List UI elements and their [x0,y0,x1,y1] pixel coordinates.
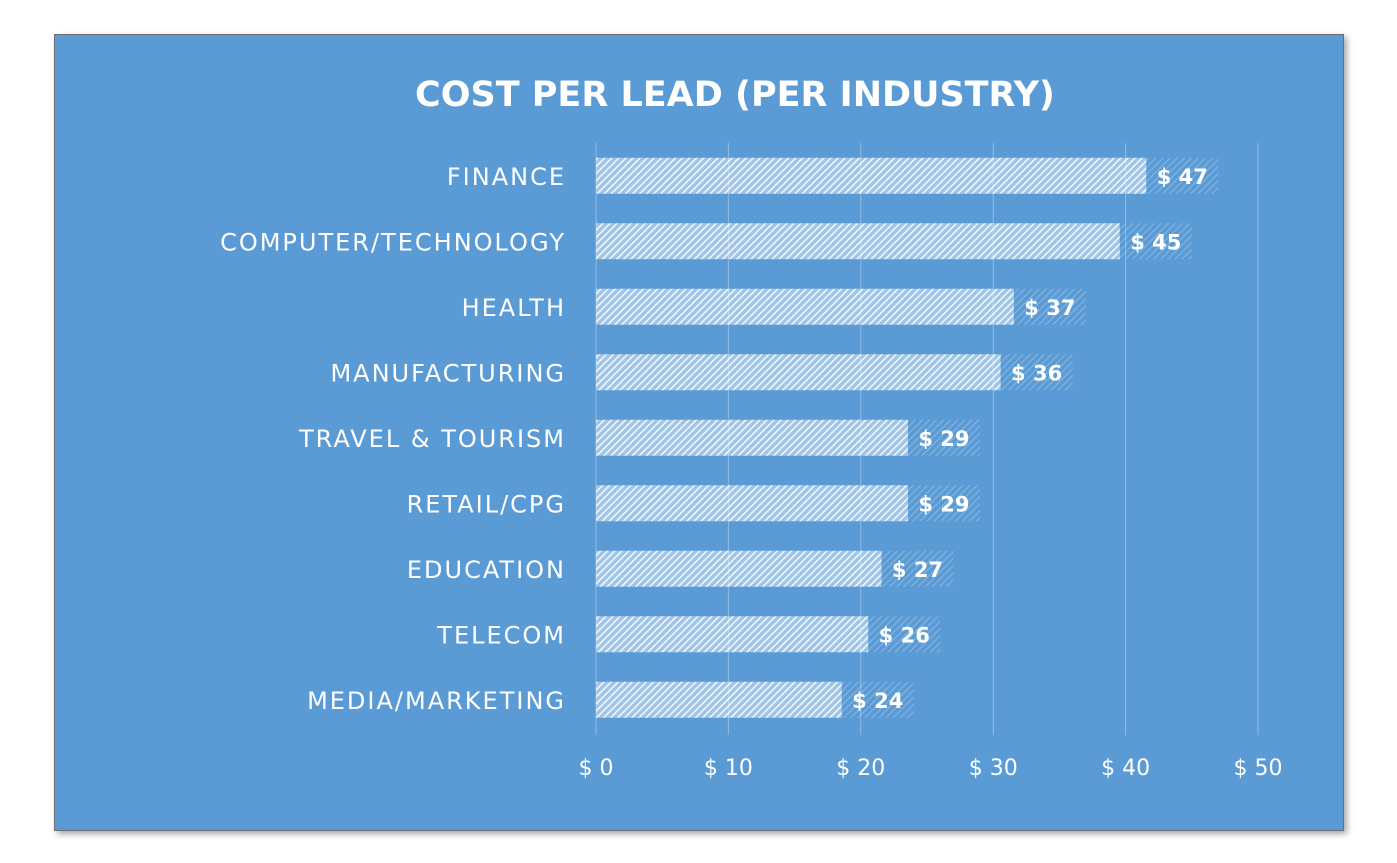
bar [596,485,908,522]
bar [596,288,1014,325]
bar [596,157,1147,194]
data-label: $ 47 [1157,165,1208,189]
data-label: $ 45 [1130,230,1181,254]
bars: $ 47 $ 45 $ 37 $ 36 $ 29 $ 29 $ 27 $ 26 $ 24 [596,157,1219,718]
data-label-box [1000,354,1073,391]
data-label: $ 29 [918,427,969,451]
bar [596,616,869,653]
data-label: $ 26 [879,623,930,647]
x-tick-label: $ 30 [969,756,1018,781]
x-tick-label: $ 50 [1234,756,1283,781]
data-label-box [881,550,954,587]
bar [596,419,908,456]
bar [596,681,842,718]
bar [596,223,1120,260]
category-label: MEDIA/MARKETING [307,687,566,715]
data-label-box [868,616,941,653]
category-labels: FINANCE COMPUTER/TECHNOLOGY HEALTH MANUFACT… [220,163,566,715]
data-label-box [1146,157,1219,194]
category-label: FINANCE [447,163,566,191]
category-label: TELECOM [436,621,566,649]
category-label: MANUFACTURING [330,359,566,387]
category-label: RETAIL/CPG [407,490,566,518]
data-label: $ 36 [1011,361,1062,385]
x-tick-label: $ 0 [579,756,614,781]
data-label: $ 24 [852,689,903,713]
data-label-box [1119,223,1192,260]
data-label: $ 37 [1024,296,1075,320]
bar-chart: COST PER LEAD (PER INDUSTRY) $ 47 $ 45 $ 3… [55,35,1343,830]
data-label-box [841,681,914,718]
category-label: COMPUTER/TECHNOLOGY [220,228,566,256]
x-axis-tick-labels: $ 0 $ 10 $ 20 $ 30 $ 40 $ 50 [579,756,1283,781]
category-label: EDUCATION [407,556,566,584]
category-label: TRAVEL & TOURISM [298,425,566,453]
bar [596,354,1001,391]
data-label-box [1013,288,1086,325]
x-tick-label: $ 10 [704,756,753,781]
bar [596,550,882,587]
data-label-box [907,485,980,522]
data-label: $ 29 [918,492,969,516]
chart-title: COST PER LEAD (PER INDUSTRY) [415,75,1055,115]
data-label: $ 27 [892,558,943,582]
x-tick-label: $ 20 [836,756,885,781]
category-label: HEALTH [462,294,566,322]
data-label-box [907,419,980,456]
chart-container: COST PER LEAD (PER INDUSTRY) $ 47 $ 45 $ 3… [54,34,1344,831]
x-tick-label: $ 40 [1101,756,1150,781]
